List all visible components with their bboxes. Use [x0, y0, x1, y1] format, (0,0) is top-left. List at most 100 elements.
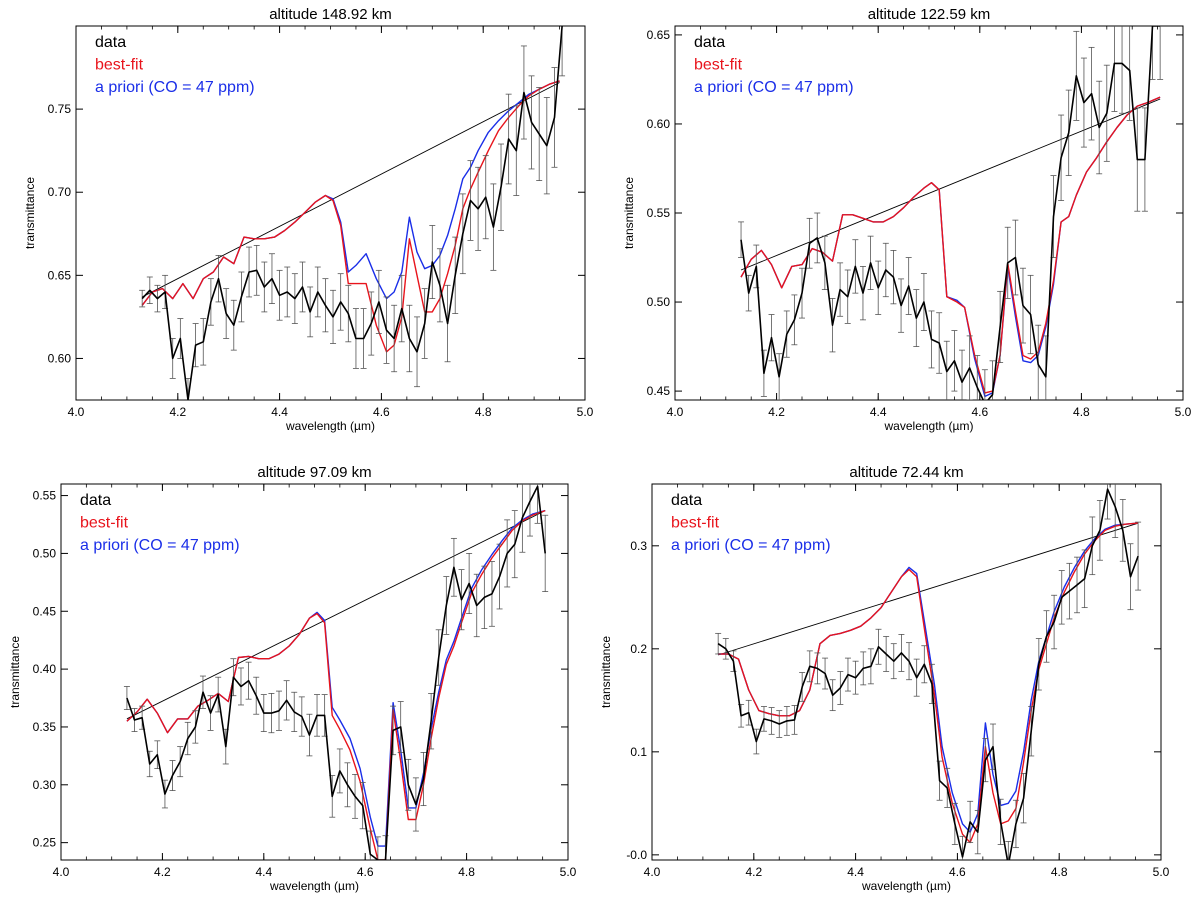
y-tick-label: -0.0 [626, 848, 647, 862]
y-axis-label: transmittance [599, 636, 613, 708]
legend-entry: data [694, 34, 725, 51]
series-best-fit [718, 522, 1139, 844]
x-axis-label: wavelength (µm) [269, 879, 359, 893]
series-data [738, 26, 1164, 400]
series-line [740, 26, 1161, 400]
x-tick-label: 4.0 [667, 405, 684, 419]
y-tick-label: 0.60 [647, 117, 671, 131]
panel-2: altitude 122.59 km 4.0 4.2 4.4 4.6 4.8 5.0 0.45… [622, 6, 1192, 433]
legend-entry: a priori (CO = 47 ppm) [671, 537, 831, 554]
x-tick-label: 4.6 [949, 865, 966, 879]
panel-4: altitude 72.44 km 4.0 4.2 4.4 4.6 4.8 5.0 -0.0 0… [599, 464, 1170, 893]
y-axis-label: transmittance [622, 177, 636, 249]
legend-entry: best-fit [80, 515, 129, 532]
panel-3: altitude 97.09 km 4.0 4.2 4.4 4.6 4.8 5.0 0.25 0… [8, 464, 577, 893]
chart-title: altitude 122.59 km [868, 6, 991, 23]
series-data [715, 484, 1142, 860]
series-line [740, 96, 1161, 394]
y-tick-label: 0.2 [630, 642, 647, 656]
series-line [126, 509, 546, 847]
x-tick-label: 4.4 [255, 865, 272, 879]
y-axis-label: transmittance [8, 636, 22, 708]
chart-title: altitude 72.44 km [849, 464, 963, 481]
legend-entry: best-fit [95, 57, 144, 74]
y-tick-label: 0.45 [647, 384, 671, 398]
x-tick-label: 4.0 [68, 405, 85, 419]
legend-entry: a priori (CO = 47 ppm) [80, 537, 240, 554]
legend: data best-fit a priori (CO = 47 ppm) [671, 492, 831, 554]
series-line [717, 488, 1139, 860]
x-tick-label: 4.4 [271, 405, 288, 419]
x-tick-label: 4.6 [971, 405, 988, 419]
y-tick-label: 0.30 [33, 778, 57, 792]
y-tick-label: 0.75 [48, 102, 72, 116]
x-tick-label: 4.6 [373, 405, 390, 419]
continuum-line [718, 522, 1139, 656]
y-tick-label: 0.55 [647, 206, 671, 220]
x-tick-label: 4.4 [870, 405, 887, 419]
y-tick-label: 0.65 [647, 28, 671, 42]
y-tick-label: 0.25 [33, 836, 57, 850]
plot-area [715, 484, 1142, 860]
y-tick-label: 0.55 [33, 489, 57, 503]
x-tick-label: 4.8 [475, 405, 492, 419]
continuum-line [141, 82, 560, 298]
x-tick-label: 4.2 [768, 405, 785, 419]
x-tick-label: 4.0 [644, 865, 661, 879]
legend-entry: best-fit [671, 515, 720, 532]
series-best-fit [740, 96, 1161, 394]
legend-entry: data [95, 34, 126, 51]
x-tick-label: 5.0 [577, 405, 594, 419]
x-tick-label: 5.0 [560, 865, 577, 879]
y-tick-label: 0.3 [630, 539, 647, 553]
continuum-line [740, 98, 1161, 271]
y-tick-label: 0.1 [630, 745, 647, 759]
x-axis-label: wavelength (µm) [884, 419, 974, 433]
plot-area [123, 484, 549, 860]
x-tick-label: 4.0 [53, 865, 70, 879]
x-axis-label: wavelength (µm) [285, 419, 375, 433]
legend: data best-fit a priori (CO = 47 ppm) [95, 34, 255, 96]
x-tick-label: 4.4 [847, 865, 864, 879]
y-tick-label: 0.45 [33, 604, 57, 618]
series-line [718, 522, 1139, 844]
series-line [126, 485, 546, 860]
x-tick-label: 4.2 [154, 865, 171, 879]
series-data [139, 26, 566, 400]
legend: data best-fit a priori (CO = 47 ppm) [80, 492, 240, 554]
legend: data best-fit a priori (CO = 47 ppm) [694, 34, 854, 96]
continuum-line [126, 510, 546, 720]
series-line [740, 96, 1161, 398]
legend-entry: a priori (CO = 47 ppm) [95, 79, 255, 96]
series-data [123, 484, 549, 860]
x-tick-label: 5.0 [1153, 865, 1170, 879]
x-tick-label: 4.2 [169, 405, 186, 419]
series-a-priori [126, 509, 546, 847]
chart-title: altitude 148.92 km [269, 6, 392, 23]
series-line [141, 26, 563, 400]
x-tick-label: 4.6 [357, 865, 374, 879]
x-axis-label: wavelength (µm) [861, 879, 951, 893]
series-best-fit [126, 509, 546, 860]
panel-1: altitude 148.92 km 4.0 4.2 4.4 4.6 4.8 5.0 0.60… [23, 6, 594, 433]
chart-title: altitude 97.09 km [257, 464, 371, 481]
x-tick-label: 4.8 [1073, 405, 1090, 419]
y-tick-label: 0.50 [647, 295, 671, 309]
plot-area [738, 26, 1164, 400]
legend-entry: best-fit [694, 57, 743, 74]
y-tick-label: 0.70 [48, 185, 72, 199]
y-tick-label: 0.65 [48, 268, 72, 282]
series-a-priori [740, 96, 1161, 398]
y-tick-label: 0.60 [48, 351, 72, 365]
legend-entry: data [671, 492, 702, 509]
y-axis-label: transmittance [23, 177, 37, 249]
y-tick-label: 0.50 [33, 546, 57, 560]
x-tick-label: 4.2 [745, 865, 762, 879]
series-line [126, 509, 546, 860]
y-tick-label: 0.35 [33, 720, 57, 734]
legend-entry: data [80, 492, 111, 509]
x-tick-label: 5.0 [1175, 405, 1192, 419]
legend-entry: a priori (CO = 47 ppm) [694, 79, 854, 96]
plot-area [139, 26, 566, 400]
